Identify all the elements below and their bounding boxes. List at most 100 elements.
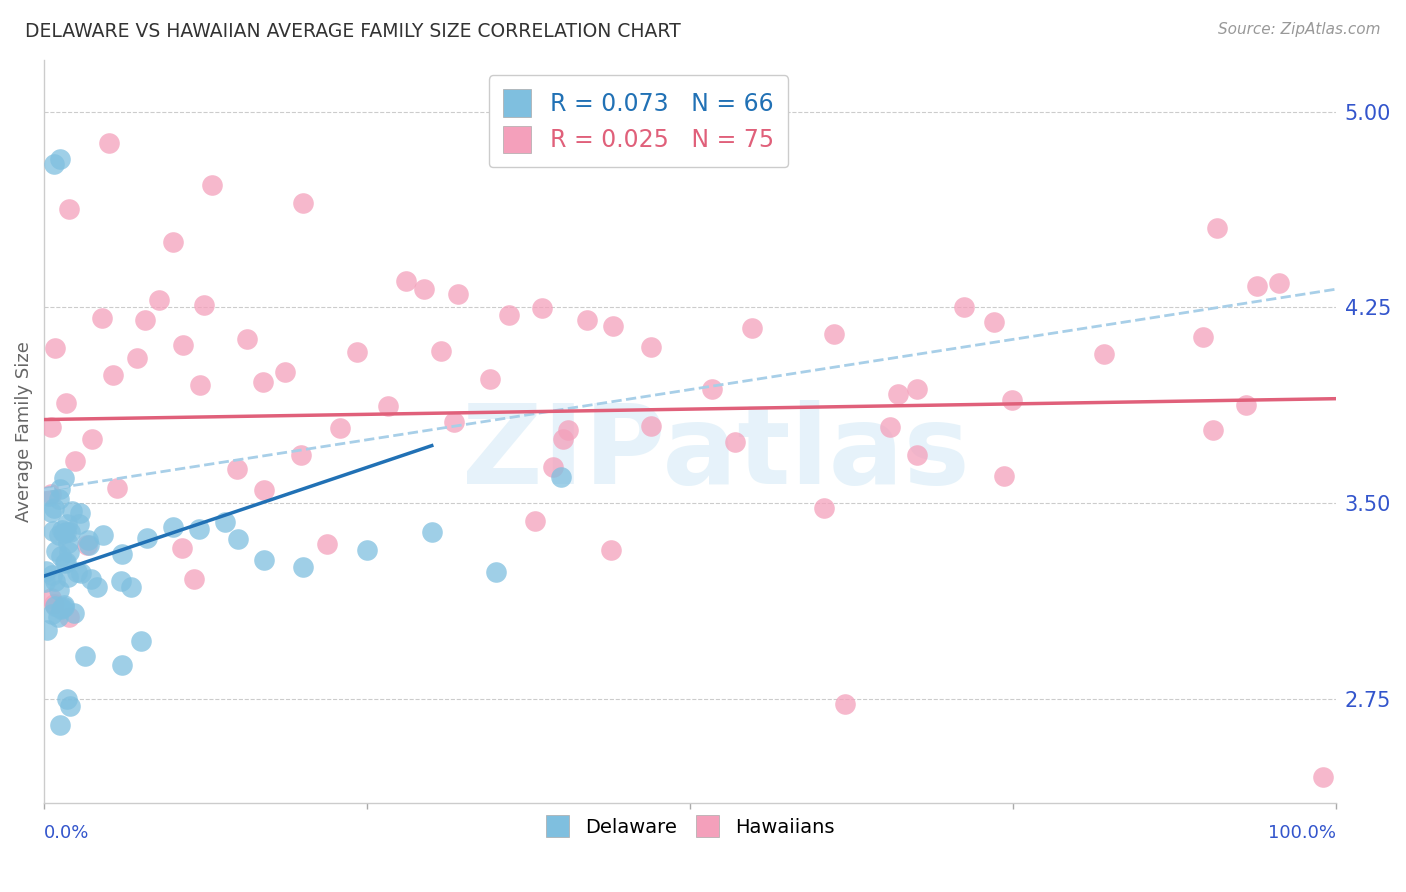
Point bbox=[58, 545, 80, 559]
Point bbox=[1202, 423, 1225, 437]
Point bbox=[86, 580, 108, 594]
Point bbox=[103, 368, 125, 383]
Point bbox=[55, 524, 77, 539]
Point bbox=[602, 318, 624, 333]
Point bbox=[136, 532, 159, 546]
Point bbox=[172, 338, 194, 352]
Point bbox=[600, 543, 623, 558]
Text: Source: ZipAtlas.com: Source: ZipAtlas.com bbox=[1218, 22, 1381, 37]
Point bbox=[39, 420, 62, 434]
Point bbox=[38, 489, 60, 503]
Point bbox=[35, 623, 58, 637]
Point bbox=[48, 491, 70, 506]
Point bbox=[1234, 398, 1257, 412]
Point bbox=[420, 525, 443, 540]
Point bbox=[76, 533, 98, 548]
Point bbox=[162, 235, 184, 250]
Point bbox=[395, 274, 418, 288]
Point bbox=[329, 421, 352, 435]
Point bbox=[253, 483, 276, 497]
Point bbox=[59, 699, 82, 714]
Point bbox=[44, 574, 66, 588]
Point bbox=[290, 448, 312, 462]
Point bbox=[134, 313, 156, 327]
Point bbox=[80, 572, 103, 586]
Point bbox=[52, 471, 75, 485]
Text: ZIPatlas: ZIPatlas bbox=[463, 401, 970, 507]
Point bbox=[834, 697, 856, 711]
Point bbox=[125, 351, 148, 365]
Point bbox=[1206, 220, 1229, 235]
Point bbox=[253, 553, 276, 567]
Point bbox=[51, 549, 73, 563]
Point bbox=[553, 433, 575, 447]
Point bbox=[1267, 277, 1289, 291]
Point bbox=[443, 415, 465, 429]
Point bbox=[498, 308, 520, 322]
Point bbox=[39, 505, 62, 519]
Point bbox=[56, 691, 79, 706]
Point bbox=[69, 506, 91, 520]
Point bbox=[183, 573, 205, 587]
Point bbox=[823, 326, 845, 341]
Point bbox=[485, 565, 508, 579]
Point bbox=[41, 607, 63, 621]
Point bbox=[51, 600, 73, 615]
Point bbox=[76, 538, 98, 552]
Point bbox=[91, 528, 114, 542]
Point bbox=[905, 448, 928, 462]
Point bbox=[59, 524, 82, 539]
Point bbox=[51, 602, 73, 616]
Point bbox=[377, 399, 399, 413]
Point bbox=[46, 610, 69, 624]
Point bbox=[1192, 330, 1215, 344]
Point bbox=[557, 423, 579, 437]
Point bbox=[188, 378, 211, 392]
Point bbox=[55, 395, 77, 409]
Y-axis label: Average Family Size: Average Family Size bbox=[15, 341, 32, 522]
Point bbox=[953, 300, 976, 314]
Point bbox=[1092, 347, 1115, 361]
Point bbox=[541, 459, 564, 474]
Point bbox=[315, 537, 337, 551]
Text: DELAWARE VS HAWAIIAN AVERAGE FAMILY SIZE CORRELATION CHART: DELAWARE VS HAWAIIAN AVERAGE FAMILY SIZE… bbox=[25, 22, 681, 41]
Text: 100.0%: 100.0% bbox=[1268, 824, 1336, 842]
Point bbox=[56, 570, 79, 584]
Point bbox=[65, 565, 87, 579]
Point bbox=[252, 375, 274, 389]
Point bbox=[226, 533, 249, 547]
Point bbox=[41, 524, 63, 539]
Point bbox=[291, 559, 314, 574]
Text: 0.0%: 0.0% bbox=[44, 824, 90, 842]
Point bbox=[75, 649, 97, 664]
Point bbox=[640, 339, 662, 353]
Point bbox=[993, 469, 1015, 483]
Point bbox=[429, 343, 451, 358]
Point bbox=[55, 517, 77, 532]
Point bbox=[55, 555, 77, 569]
Point bbox=[110, 658, 132, 673]
Point bbox=[80, 433, 103, 447]
Point bbox=[110, 574, 132, 588]
Point bbox=[346, 344, 368, 359]
Point bbox=[700, 382, 723, 396]
Point bbox=[48, 482, 70, 496]
Point bbox=[724, 434, 747, 449]
Point bbox=[44, 157, 66, 171]
Point bbox=[90, 311, 112, 326]
Point bbox=[531, 301, 554, 315]
Point bbox=[45, 543, 67, 558]
Point bbox=[523, 514, 546, 528]
Point bbox=[120, 581, 142, 595]
Point bbox=[1246, 279, 1268, 293]
Point bbox=[69, 566, 91, 581]
Point bbox=[274, 365, 297, 379]
Point bbox=[44, 341, 66, 355]
Point bbox=[41, 568, 63, 582]
Point bbox=[291, 196, 314, 211]
Point bbox=[640, 419, 662, 434]
Point bbox=[53, 526, 76, 541]
Point bbox=[62, 606, 84, 620]
Point bbox=[44, 501, 66, 516]
Point bbox=[356, 543, 378, 558]
